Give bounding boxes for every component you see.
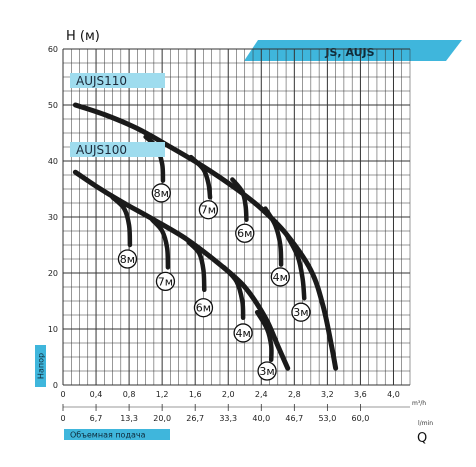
cable-label-circle [270, 267, 290, 287]
cable-curve-7м [149, 217, 171, 270]
grid [62, 48, 411, 386]
cable-curve-8м [110, 195, 133, 248]
y-tick-label: 60 [48, 45, 58, 54]
series-title-tag-bg [244, 40, 462, 61]
cable-label-circle [151, 183, 171, 203]
cable-label-circle [198, 200, 219, 220]
cable-label: 3м [293, 306, 308, 319]
cable-label: 4м [235, 327, 250, 340]
x-tick-label-bottom: 53,0 [318, 414, 336, 423]
y-tick-label: 40 [48, 157, 58, 166]
x-tick-label-bottom: 60,0 [352, 414, 370, 423]
x-band: Объемная подача [64, 429, 170, 440]
y-tick-label: 50 [48, 101, 58, 110]
series-tag-bg [70, 73, 165, 88]
x-unit-bottom: l/min [418, 420, 433, 427]
curves [72, 102, 339, 371]
cable-label-circle [193, 298, 214, 318]
x-tick-label-bottom: 6,7 [90, 414, 103, 423]
cable-curve-3м [254, 309, 274, 363]
x-tick-label-bottom: 33,3 [219, 414, 237, 423]
cable-label: 6м [237, 227, 252, 240]
axes: 0 10 20 30 40 50 60 0 0,4 0,8 1,2 1,6 2,0 2,4 2,8 3,2 3,… [48, 45, 410, 423]
x-tick-label-top: 0,4 [90, 390, 103, 399]
x-tick-label-top: 0,8 [123, 390, 136, 399]
cable-label: 3м [259, 365, 274, 378]
x-band-label: Объемная подача [70, 431, 146, 440]
y-tick-label: 0 [53, 381, 58, 390]
y-tick-label: 20 [48, 269, 58, 278]
series-title-tag: JS, AUJS [244, 40, 462, 61]
x-tick-label-bottom: 0 [60, 414, 65, 423]
cable-curve-6м [230, 177, 249, 223]
y-tick-label: 30 [48, 213, 58, 222]
series-curve-aujs100 [72, 169, 291, 371]
cable-curve-4м [263, 206, 284, 267]
x-tick-label-bottom: 13,3 [120, 414, 138, 423]
series-curve-aujs110 [72, 102, 339, 371]
x-tick-label-top: 2,0 [222, 390, 235, 399]
x-tick-label-top: 1,6 [189, 390, 202, 399]
x-tick-label-top: 2,4 [255, 390, 268, 399]
cable-label-circle [233, 323, 253, 343]
x-tick-label-top: 1,2 [156, 390, 169, 399]
y-band-bg [35, 345, 46, 387]
x-tick-label-top: 3,6 [354, 390, 367, 399]
y-axis-title: H (м) [66, 29, 100, 44]
cable-label: 7м [158, 275, 173, 288]
cable-curve-7м [188, 154, 213, 200]
x-tick-label-top: 0 [60, 390, 65, 399]
x-axis-title: Q [417, 431, 427, 446]
x-tick-label-top: 2,8 [288, 390, 301, 399]
x-tick-label-bottom: 20,0 [153, 414, 171, 423]
cable-label-circle [257, 361, 277, 381]
cable-label: 8м [154, 187, 169, 200]
cable-label-circle [117, 249, 138, 269]
cable-curve-3м [283, 231, 307, 301]
cable-label-circle [291, 302, 311, 322]
y-tick-label: 10 [48, 325, 58, 334]
x-tick-label-bottom: 40,0 [252, 414, 270, 423]
series-tag-label: AUJS100 [76, 143, 127, 157]
x-tick-label-bottom: 46,7 [285, 414, 303, 423]
x-band-bg [64, 429, 170, 440]
series-tag-label: AUJS110 [76, 74, 127, 88]
x-tick-label-top: 3,2 [321, 390, 334, 399]
cable-curve-4м [221, 265, 246, 321]
series-tag-bg [70, 142, 165, 157]
y-band: Напор [35, 345, 46, 387]
x-tick-label-top: 4,0 [387, 390, 400, 399]
x-tick-label-bottom: 26,7 [186, 414, 204, 423]
cable-label: 6м [196, 302, 211, 315]
cable-label: 4м [273, 271, 288, 284]
curve-labels: 8м 7м 6м 4м 3м AUJS110 8м 7м 6м 4м 3м AUJS100 [70, 73, 311, 381]
y-band-label: Напор [37, 353, 46, 379]
cable-label-circle [155, 271, 176, 292]
series-title: JS, AUJS [324, 46, 374, 59]
cable-label-circle [235, 223, 255, 243]
x-unit-top: m³/h [412, 400, 426, 407]
cable-label: 7м [201, 204, 216, 217]
cable-curve-6м [186, 239, 207, 293]
cable-label: 8м [120, 253, 135, 266]
